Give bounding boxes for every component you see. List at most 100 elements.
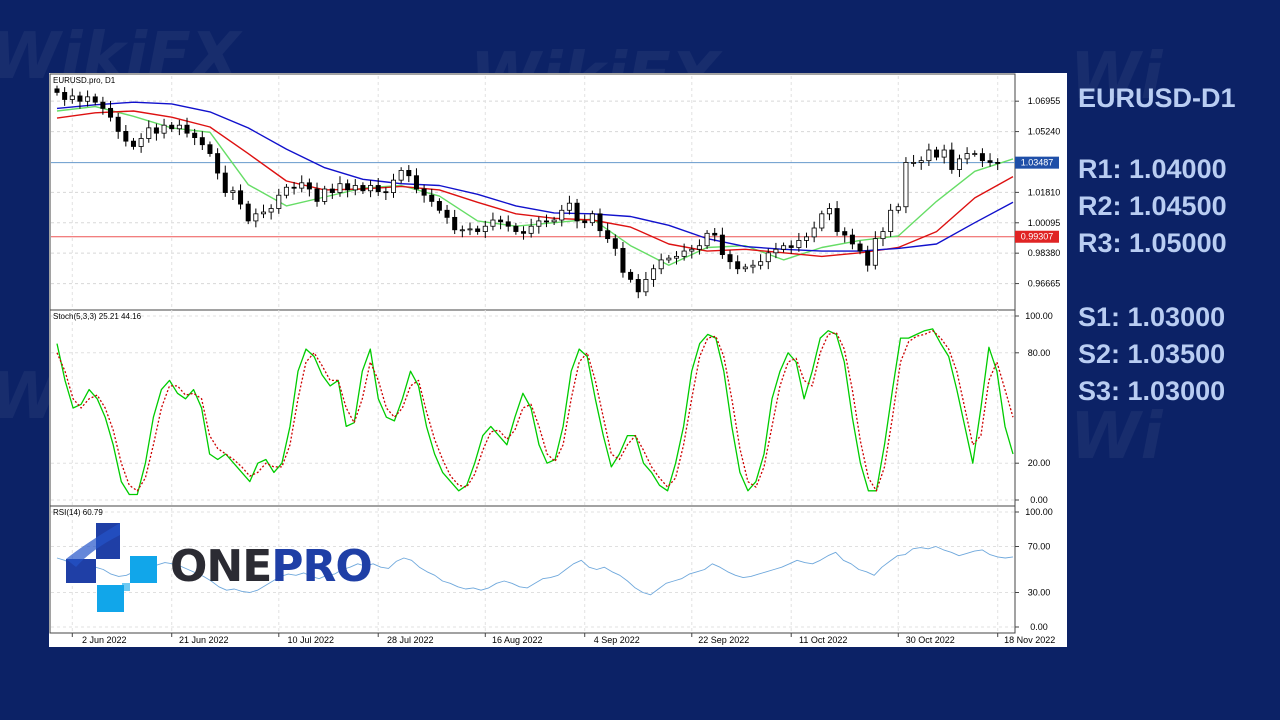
onepro-logo-icon bbox=[66, 523, 157, 612]
moving-average-line-3 bbox=[56, 101, 1014, 252]
candle-body bbox=[941, 149, 947, 158]
candle-body bbox=[283, 186, 289, 196]
candle-body bbox=[92, 96, 98, 103]
brand-wordmark: ONEPRO bbox=[170, 541, 373, 592]
candle-body bbox=[628, 271, 634, 280]
resistance-2: R2: 1.04500 bbox=[1078, 191, 1227, 221]
candle-body bbox=[429, 194, 435, 202]
brand-logo: ONEPRO bbox=[66, 523, 376, 618]
stoch-tick-label: 0.00 bbox=[1030, 495, 1048, 505]
candle-body bbox=[398, 170, 404, 181]
candle-body bbox=[452, 216, 458, 231]
date-tick-label: 16 Aug 2022 bbox=[492, 635, 543, 645]
candle-body bbox=[528, 225, 534, 234]
candle-body bbox=[559, 209, 565, 221]
candle-body bbox=[612, 238, 618, 249]
candle-body bbox=[69, 95, 75, 100]
candle-body bbox=[505, 221, 511, 227]
moving-average-line-2 bbox=[56, 110, 1014, 258]
candle-body bbox=[589, 213, 595, 224]
candle-body bbox=[903, 162, 909, 208]
candle-body bbox=[987, 160, 993, 163]
candle-body bbox=[322, 188, 328, 202]
price-tick-label: 0.98380 bbox=[1028, 248, 1061, 258]
candle-body bbox=[513, 225, 519, 232]
brand-word-pro: PRO bbox=[271, 541, 373, 592]
date-tick-label: 11 Oct 2022 bbox=[799, 635, 847, 645]
candle-body bbox=[108, 107, 114, 118]
candle-body bbox=[314, 188, 320, 202]
candle-body bbox=[222, 172, 228, 193]
candle-body bbox=[597, 213, 603, 232]
price-tick-label: 1.06955 bbox=[1028, 96, 1061, 106]
candle-body bbox=[490, 219, 496, 227]
candle-body bbox=[436, 201, 442, 211]
candle-body bbox=[123, 131, 129, 142]
candle-body bbox=[934, 149, 940, 158]
candle-body bbox=[727, 254, 733, 263]
candle-body bbox=[566, 202, 572, 211]
candle-body bbox=[161, 124, 167, 134]
levels-spacer bbox=[1078, 262, 1236, 299]
candle-body bbox=[306, 182, 312, 190]
candle-body bbox=[207, 144, 213, 154]
candle-body bbox=[100, 101, 106, 109]
candle-body bbox=[276, 194, 282, 209]
candle-body bbox=[184, 124, 190, 134]
candle-body bbox=[413, 175, 419, 190]
candle-body bbox=[337, 183, 343, 193]
candle-body bbox=[192, 132, 198, 139]
candle-body bbox=[750, 264, 756, 268]
moving-average-line-1 bbox=[56, 105, 1014, 266]
rsi-tick-label: 70.00 bbox=[1028, 542, 1051, 552]
candle-body bbox=[238, 190, 244, 205]
candle-body bbox=[574, 202, 580, 222]
candle-body bbox=[712, 232, 718, 236]
candle-body bbox=[666, 257, 672, 261]
candle-body bbox=[742, 266, 748, 270]
date-tick-label: 28 Jul 2022 bbox=[387, 635, 434, 645]
rsi-pane-title: RSI(14) 60.79 bbox=[53, 508, 103, 517]
candle-body bbox=[895, 206, 901, 211]
candle-body bbox=[176, 124, 182, 130]
price-tick-label: 0.96665 bbox=[1028, 279, 1061, 289]
candle-body bbox=[635, 279, 641, 293]
candle-body bbox=[582, 220, 588, 224]
candle-body bbox=[77, 95, 83, 102]
price-tick-label: 1.01810 bbox=[1028, 187, 1061, 197]
candle-body bbox=[964, 153, 970, 160]
candle-body bbox=[375, 185, 381, 193]
symbol-title: EURUSD-D1 bbox=[1078, 83, 1236, 113]
candle-body bbox=[329, 188, 335, 193]
candle-body bbox=[857, 243, 863, 252]
candle-body bbox=[521, 231, 527, 234]
candle-body bbox=[651, 268, 657, 280]
candle-body bbox=[345, 183, 351, 191]
candle-body bbox=[788, 245, 794, 248]
candle-body bbox=[918, 160, 924, 163]
candle-body bbox=[54, 88, 60, 93]
price-tick-label: 1.00095 bbox=[1028, 218, 1061, 228]
candle-body bbox=[773, 248, 779, 254]
candle-body bbox=[260, 211, 266, 215]
support-line-badge bbox=[1015, 230, 1059, 243]
candle-body bbox=[383, 191, 389, 194]
stoch-tick-label: 100.00 bbox=[1025, 311, 1053, 321]
rsi-tick-label: 0.00 bbox=[1030, 622, 1048, 632]
candle-body bbox=[62, 92, 68, 100]
candle-body bbox=[85, 96, 91, 102]
date-tick-label: 4 Sep 2022 bbox=[594, 635, 640, 645]
candle-body bbox=[681, 250, 687, 257]
date-tick-label: 18 Nov 2022 bbox=[1004, 635, 1055, 645]
support-1: S1: 1.03000 bbox=[1078, 302, 1226, 332]
price-pane-title: EURUSD.pro, D1 bbox=[53, 76, 116, 85]
plot-frame bbox=[49, 73, 1016, 634]
candle-body bbox=[995, 162, 1001, 164]
rsi-tick-label: 30.00 bbox=[1028, 588, 1051, 598]
candle-body bbox=[245, 203, 251, 222]
candle-body bbox=[475, 228, 481, 232]
candle-body bbox=[291, 186, 297, 189]
candle-body bbox=[804, 236, 810, 241]
candle-body bbox=[758, 261, 764, 266]
candle-body bbox=[689, 248, 695, 252]
